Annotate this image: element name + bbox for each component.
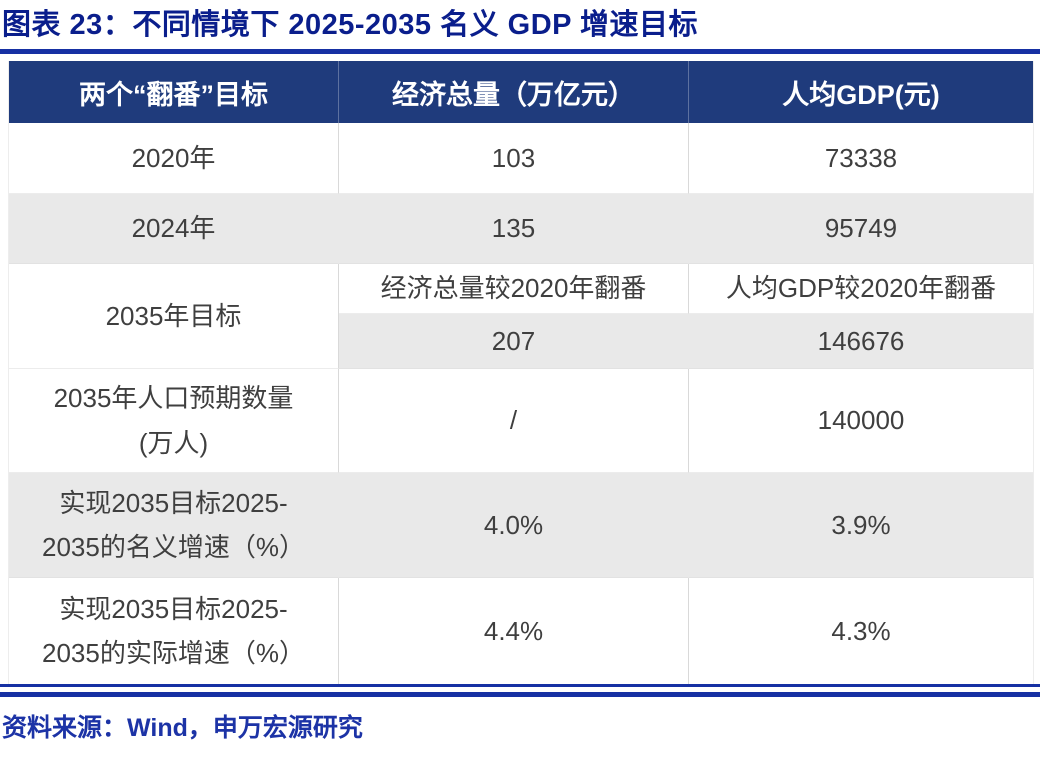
row-real-growth-total: 4.4% bbox=[339, 578, 689, 684]
figure-page: 图表 23：不同情境下 2025-2035 名义 GDP 增速目标 两个“翻番”… bbox=[0, 6, 1040, 764]
row-nominal-growth-total: 4.0% bbox=[339, 473, 689, 578]
row-2035-per-capita-value: 146676 bbox=[689, 314, 1033, 369]
row-population-total: / bbox=[339, 369, 689, 473]
row-2035-target-label: 2035年目标 bbox=[9, 264, 339, 369]
row-nominal-growth-label: 实现2035目标2025- 2035的名义增速（%） bbox=[9, 473, 339, 578]
row-2035-per-capita-note: 人均GDP较2020年翻番 bbox=[689, 264, 1033, 314]
row-2020-label: 2020年 bbox=[9, 123, 339, 194]
source-note: 资料来源：Wind，申万宏源研究 bbox=[2, 714, 363, 742]
row-population-label: 2035年人口预期数量 (万人) bbox=[9, 369, 339, 473]
row-2020-per-capita: 73338 bbox=[689, 123, 1033, 194]
table-row-2035-target-notes: 2035年目标 经济总量较2020年翻番 人均GDP较2020年翻番 bbox=[9, 264, 1033, 369]
figure-title: 图表 23：不同情境下 2025-2035 名义 GDP 增速目标 bbox=[2, 9, 699, 41]
table-row-2020: 2020年 103 73338 bbox=[9, 123, 1033, 194]
row-real-growth-label-line1: 实现2035目标2025- bbox=[59, 593, 288, 624]
row-population-per-capita: 140000 bbox=[689, 369, 1033, 473]
table-bottom-rule-thin bbox=[0, 684, 1040, 687]
row-nominal-growth-per-capita: 3.9% bbox=[689, 473, 1033, 578]
row-2024-total: 135 bbox=[339, 194, 689, 264]
row-real-growth-label: 实现2035目标2025- 2035的实际增速（%） bbox=[9, 578, 339, 684]
row-nominal-growth-label-line2: 2035的名义增速（%） bbox=[42, 532, 305, 562]
row-real-growth-label-line2: 2035的实际增速（%） bbox=[42, 638, 305, 668]
header-cell-total-economy: 经济总量（万亿元） bbox=[339, 61, 689, 123]
row-real-growth-per-capita: 4.3% bbox=[689, 578, 1033, 684]
row-2024-label: 2024年 bbox=[9, 194, 339, 264]
table-row-real-growth: 实现2035目标2025- 2035的实际增速（%） 4.4% 4.3% bbox=[9, 578, 1033, 684]
row-2020-total: 103 bbox=[339, 123, 689, 194]
table-row-nominal-growth: 实现2035目标2025- 2035的名义增速（%） 4.0% 3.9% bbox=[9, 473, 1033, 578]
table-header-row: 两个“翻番”目标 经济总量（万亿元） 人均GDP(元) bbox=[9, 61, 1033, 123]
row-2024-per-capita: 95749 bbox=[689, 194, 1033, 264]
row-2035-total-value: 207 bbox=[339, 314, 689, 369]
row-2035-total-note: 经济总量较2020年翻番 bbox=[339, 264, 689, 314]
gdp-target-table: 两个“翻番”目标 经济总量（万亿元） 人均GDP(元) 2020年 103 73… bbox=[8, 61, 1034, 684]
header-cell-per-capita-gdp: 人均GDP(元) bbox=[689, 61, 1033, 123]
table-row-2024: 2024年 135 95749 bbox=[9, 194, 1033, 264]
table-bottom-rule-thick bbox=[0, 692, 1040, 697]
title-rule bbox=[0, 49, 1040, 54]
table-row-population-2035: 2035年人口预期数量 (万人) / 140000 bbox=[9, 369, 1033, 473]
row-population-label-line2: (万人) bbox=[138, 427, 209, 458]
header-cell-targets: 两个“翻番”目标 bbox=[9, 61, 339, 123]
row-population-label-line1: 2035年人口预期数量 bbox=[53, 383, 294, 414]
table-row-2035-target-values: 207 146676 bbox=[9, 314, 1033, 369]
row-nominal-growth-label-line1: 实现2035目标2025- bbox=[59, 487, 288, 518]
